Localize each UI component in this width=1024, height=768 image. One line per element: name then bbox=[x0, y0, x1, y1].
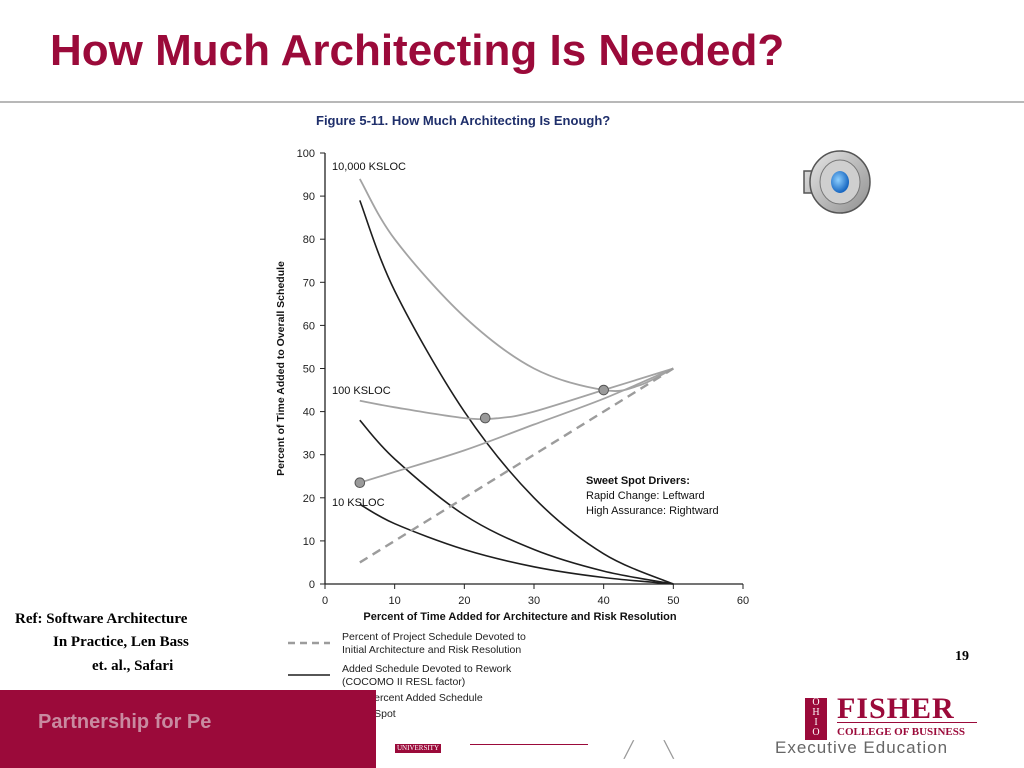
x-axis-label: Percent of Time Added for Architecture a… bbox=[363, 611, 676, 623]
x-tick-label: 60 bbox=[737, 595, 749, 607]
legend-label: (COCOMO II RESL factor) bbox=[342, 676, 465, 688]
y-tick-label: 50 bbox=[303, 364, 315, 376]
annotation-line: Rapid Change: Leftward bbox=[586, 490, 705, 502]
sweet-spot-point bbox=[354, 477, 366, 489]
y-tick-label: 20 bbox=[303, 493, 315, 505]
logo-tagline: Executive Education bbox=[775, 738, 949, 757]
logo-name: FISHER bbox=[837, 692, 955, 725]
y-tick-label: 100 bbox=[297, 148, 315, 160]
series-total-100-ksloc bbox=[359, 367, 674, 421]
y-axis-label: Percent of Time Added to Overall Schedul… bbox=[275, 261, 287, 476]
legend-label: Initial Architecture and Risk Resolution bbox=[342, 644, 521, 656]
y-tick-label: 80 bbox=[303, 234, 315, 246]
chart-title: Figure 5-11. How Much Architecting Is En… bbox=[316, 113, 610, 128]
reference-line-2: In Practice, Len Bass bbox=[53, 634, 189, 650]
page-number: 19 bbox=[955, 649, 969, 664]
backslash-mark: ╲ bbox=[664, 742, 674, 759]
sweet-spot-point bbox=[479, 412, 491, 424]
x-tick-label: 10 bbox=[389, 595, 401, 607]
legend-label: Percent of Project Schedule Devoted to bbox=[342, 631, 526, 643]
series-rework-10-ksloc bbox=[359, 503, 674, 585]
reference-line-1: Ref: Software Architecture bbox=[15, 611, 188, 627]
reference-line-3: et. al., Safari bbox=[92, 658, 174, 674]
logo-rule bbox=[837, 722, 977, 723]
x-tick-label: 20 bbox=[458, 595, 470, 607]
y-tick-label: 30 bbox=[303, 450, 315, 462]
speaker-icon[interactable] bbox=[800, 145, 878, 219]
annotation-heading: Sweet Spot Drivers: bbox=[586, 475, 690, 487]
slide-title: How Much Architecting Is Needed? bbox=[50, 26, 785, 75]
y-tick-label: 0 bbox=[309, 579, 315, 591]
curve-label: 10,000 KSLOC bbox=[332, 161, 406, 173]
series-devoted-percent-of-project-schedule-de bbox=[359, 367, 674, 564]
y-tick-label: 40 bbox=[303, 407, 315, 419]
decorative-line bbox=[470, 744, 588, 745]
footer-bar bbox=[0, 690, 376, 768]
slash-mark: ╱ bbox=[624, 742, 634, 759]
series-rework-10-000-ksloc bbox=[359, 200, 674, 585]
annotation-line: High Assurance: Rightward bbox=[586, 505, 719, 517]
curve-label: 10 KSLOC bbox=[332, 497, 385, 509]
y-tick-label: 10 bbox=[303, 536, 315, 548]
x-tick-label: 50 bbox=[667, 595, 679, 607]
university-badge: UNIVERSITY bbox=[395, 744, 441, 753]
x-tick-label: 40 bbox=[598, 595, 610, 607]
architecting-chart: Figure 5-11. How Much Architecting Is En… bbox=[275, 113, 749, 725]
series-rework-100-ksloc bbox=[359, 419, 674, 585]
legend-label: Added Schedule Devoted to Rework bbox=[342, 663, 512, 675]
series-total-10-ksloc bbox=[359, 367, 674, 484]
x-tick-label: 30 bbox=[528, 595, 540, 607]
y-tick-label: 60 bbox=[303, 320, 315, 332]
sweet-spot-point bbox=[598, 384, 609, 396]
series-total-10-000-ksloc bbox=[359, 178, 674, 392]
title-divider bbox=[0, 101, 1024, 103]
footer-text: Partnership for Pe bbox=[38, 711, 212, 733]
y-tick-label: 70 bbox=[303, 277, 315, 289]
legend-label: Total Percent Added Schedule bbox=[342, 692, 483, 704]
logo-subtitle: COLLEGE OF BUSINESS bbox=[837, 726, 965, 738]
chart-panel: Figure 5-11. How Much Architecting Is En… bbox=[228, 103, 760, 743]
x-tick-label: 0 bbox=[322, 595, 328, 607]
y-tick-label: 90 bbox=[303, 191, 315, 203]
curve-label: 100 KSLOC bbox=[332, 385, 391, 397]
